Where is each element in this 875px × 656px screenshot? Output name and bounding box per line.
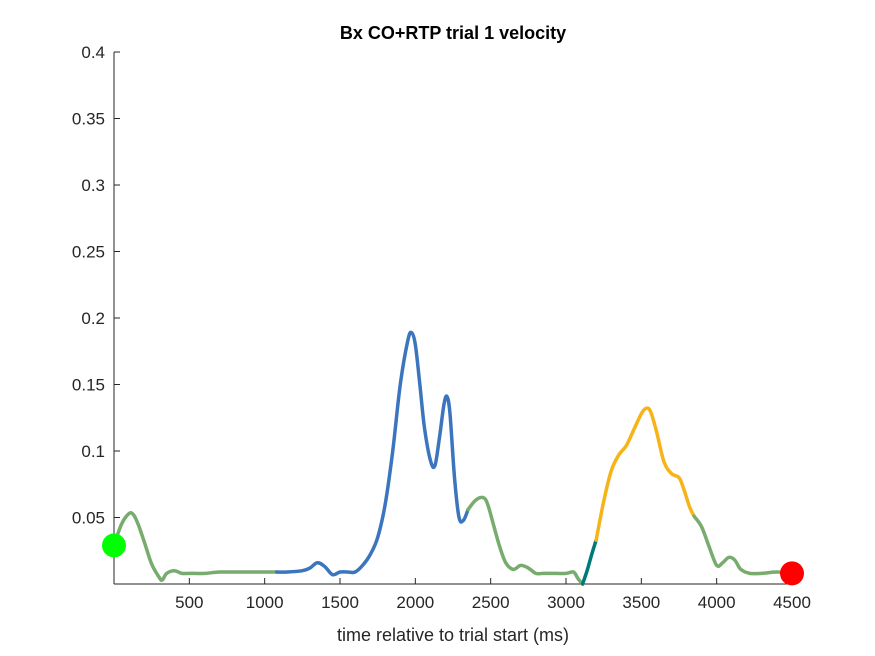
series-line-3 [466, 495, 585, 586]
end-marker [780, 561, 804, 586]
x-tick-label: 4000 [698, 593, 736, 612]
x-tick-label: 1500 [321, 593, 359, 612]
y-tick-label: 0.4 [81, 43, 105, 62]
x-tick-label: 4500 [773, 593, 811, 612]
series-line-5 [594, 406, 696, 542]
series-line-1 [112, 511, 279, 582]
y-axis-ticks: 0.05 0.1 0.15 0.2 0.25 0.3 0.35 0.4 [72, 43, 120, 528]
series-line-6 [692, 514, 794, 576]
series-line-2 [274, 330, 470, 577]
chart-title: Bx CO+RTP trial 1 velocity [340, 23, 566, 43]
x-tick-label: 2000 [396, 593, 434, 612]
x-axis-label: time relative to trial start (ms) [337, 625, 569, 645]
y-tick-label: 0.25 [72, 243, 105, 262]
y-tick-label: 0.15 [72, 376, 105, 395]
markers-group [102, 533, 804, 586]
x-tick-label: 2500 [472, 593, 510, 612]
y-tick-label: 0.3 [81, 176, 105, 195]
series-line-4 [580, 538, 598, 586]
y-tick-label: 0.05 [72, 509, 105, 528]
x-tick-label: 500 [175, 593, 203, 612]
x-tick-label: 1000 [246, 593, 284, 612]
y-tick-label: 0.2 [81, 309, 105, 328]
y-tick-label: 0.35 [72, 110, 105, 129]
y-tick-label: 0.1 [81, 442, 105, 461]
x-axis-ticks: 500 1000 1500 2000 2500 3000 3500 4000 4500 [175, 578, 811, 612]
start-marker [102, 533, 126, 558]
x-tick-label: 3000 [547, 593, 585, 612]
series-group [112, 330, 794, 586]
x-tick-label: 3500 [622, 593, 660, 612]
